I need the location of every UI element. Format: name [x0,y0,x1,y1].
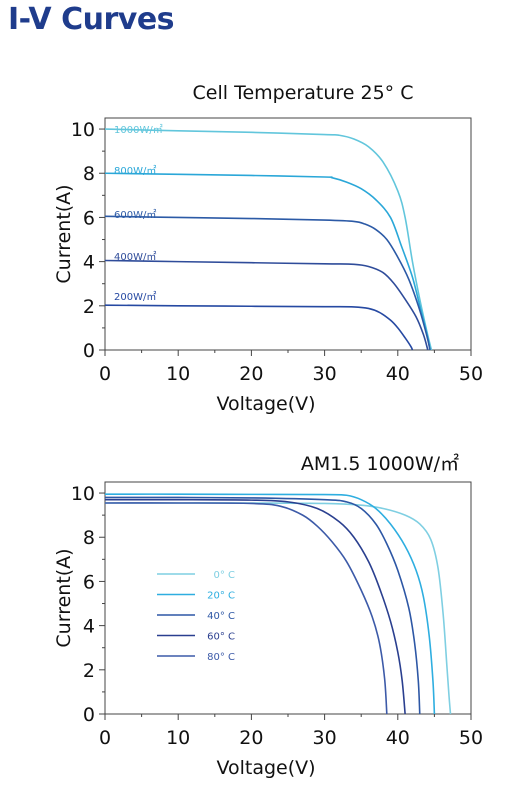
x-tick-label: 10 [166,727,190,749]
page-title: I-V Curves [8,2,175,37]
series-label: 1000W/㎡ [114,124,163,136]
y-tick-label: 2 [83,660,95,682]
legend-label: 20° C [207,591,235,602]
x-tick-label: 30 [313,727,337,749]
chart-title: Cell Temperature 25° C [193,82,414,104]
series-label: 800W/㎡ [114,165,156,177]
legend-label: 60° C [207,632,235,643]
x-tick-label: 0 [99,363,111,385]
y-tick-label: 10 [71,119,95,141]
chart-1: Cell Temperature 25° C 0 10 20 30 40 50 0 2 4 6 8 10… [53,82,483,415]
y-tick-label: 6 [83,207,95,229]
x-tick-label: 20 [239,363,263,385]
series-label: 400W/㎡ [114,251,156,263]
x-tick-label: 50 [459,727,483,749]
series-line-2 [104,172,431,351]
series-line-5 [104,304,414,351]
chart-title: AM1.5 1000W/㎡ [301,452,459,475]
series-line-2 [104,493,436,715]
series-line-1 [104,128,433,351]
series-line-3 [104,496,421,715]
chart-2: AM1.5 1000W/㎡ 0 10 20 30 40 50 0 2 4 6 8 10 Voltage(V… [53,452,483,779]
y-tick-label: 2 [83,296,95,318]
y-tick-label: 8 [83,527,95,549]
series-label: 200W/㎡ [114,291,156,303]
y-axis-title: Current(A) [53,548,75,647]
y-tick-label: 4 [83,616,95,638]
series-line-4 [104,498,406,715]
series-line-5 [104,502,388,715]
x-tick-label: 20 [239,727,263,749]
x-axis-title: Voltage(V) [216,757,315,779]
y-tick-label: 0 [83,340,95,362]
y-tick-label: 0 [83,704,95,726]
legend-label: 40° C [207,611,235,622]
legend-label: 80° C [207,652,235,663]
series-line-4 [104,259,429,351]
series-line-3 [104,215,431,351]
series-label: 600W/㎡ [114,209,156,221]
y-axis-title: Current(A) [53,184,75,283]
legend-label: 0° C [213,570,235,581]
plot-frame [104,481,472,715]
x-axis-title: Voltage(V) [216,393,315,415]
x-tick-label: 50 [459,363,483,385]
y-tick-label: 10 [71,483,95,505]
x-tick-label: 10 [166,363,190,385]
x-tick-label: 0 [99,727,111,749]
y-tick-label: 8 [83,163,95,185]
y-tick-label: 4 [83,252,95,274]
x-tick-label: 40 [386,363,410,385]
y-tick-label: 6 [83,571,95,593]
x-tick-label: 30 [313,363,337,385]
x-tick-label: 40 [386,727,410,749]
